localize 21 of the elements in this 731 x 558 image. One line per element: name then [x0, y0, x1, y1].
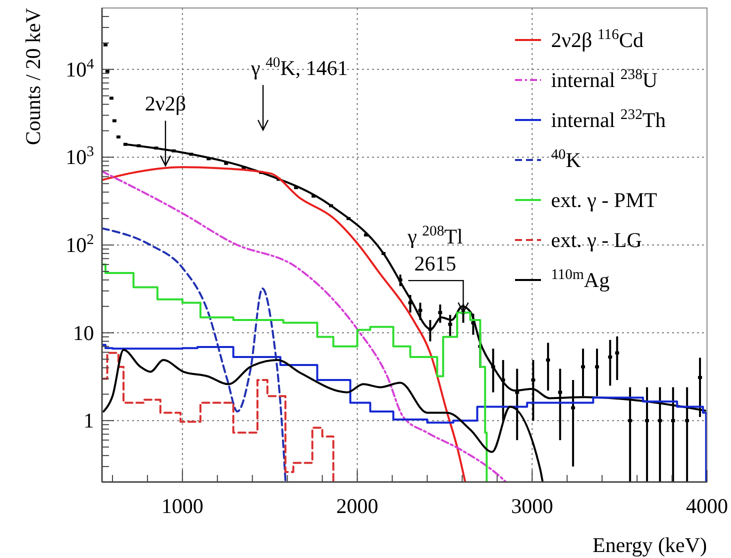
x-tick-label: 2000 [336, 494, 378, 518]
annotation: 2ν2β [144, 92, 186, 116]
legend-label: ext. γ - LG [551, 228, 642, 252]
legend-label: $^{110m}$Ag [551, 267, 610, 292]
y-tick-label: 1 [84, 408, 94, 433]
x-tick-label: 1000 [161, 494, 204, 518]
x-tick-label: 3000 [511, 494, 554, 518]
legend-label: $^{40}$K [551, 147, 581, 172]
y-tick-label: 10$^{2}$ [66, 232, 94, 257]
x-tick-label: 4000 [686, 494, 728, 518]
annotation: γ $^{208}$Tl 2615 [406, 224, 464, 276]
annotation: γ $^{40}$K, 1461 [250, 55, 348, 80]
legend-label: internal $^{232}$Th [551, 107, 666, 132]
y-tick-label: 10$^{3}$ [66, 144, 94, 170]
legend-label: internal $^{238}$U [551, 67, 658, 92]
y-tick-label: 10 [73, 320, 94, 345]
y-axis-title: Counts / 20 keV [21, 8, 45, 146]
legend-label: 2ν2β $^{116}$Cd [551, 27, 644, 52]
x-axis-title: Energy (keV) [592, 533, 707, 557]
legend-label: ext. γ - PMT [551, 188, 658, 212]
y-tick-label: 10$^{4}$ [66, 56, 95, 82]
